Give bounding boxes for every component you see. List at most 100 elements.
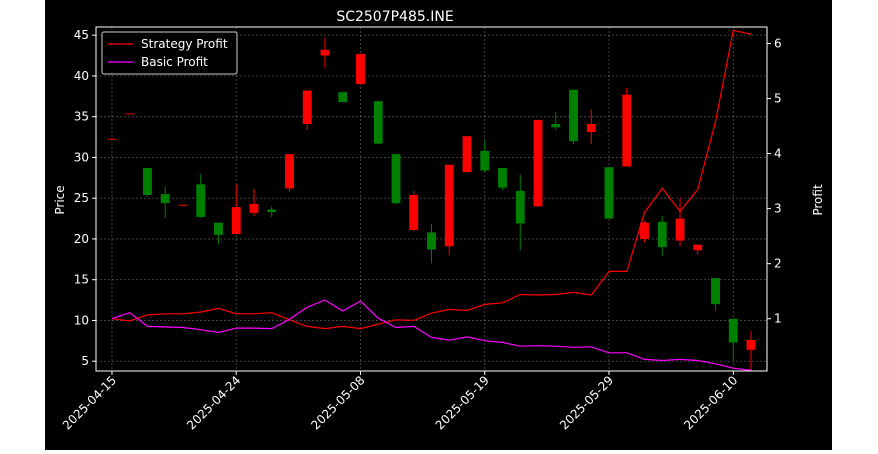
candle-body <box>569 89 578 142</box>
candle-body <box>125 113 135 115</box>
candle <box>409 190 419 231</box>
candle <box>107 138 117 140</box>
candle <box>338 92 348 102</box>
left-y-tick-label: 10 <box>74 313 89 327</box>
candle <box>285 154 294 192</box>
candle-body <box>302 90 312 125</box>
y-axis-label-left: Price <box>53 185 67 214</box>
candle <box>604 167 614 219</box>
candle <box>498 168 507 191</box>
left-y-tick-label: 20 <box>74 232 89 246</box>
candle <box>160 186 170 218</box>
candle-body <box>391 154 401 204</box>
legend-strategy-label: Strategy Profit <box>141 37 228 51</box>
candle <box>586 109 596 145</box>
x-tick-label: 2025-05-19 <box>433 373 492 432</box>
x-tick-label: 2025-06-10 <box>681 373 740 432</box>
candle-body <box>444 164 454 247</box>
candle <box>267 206 277 217</box>
right-y-ticks: 1 2 3 4 5 6 <box>767 37 782 326</box>
right-y-tick-label: 5 <box>774 92 782 106</box>
candle-body <box>338 92 348 102</box>
candle-body <box>657 221 667 248</box>
right-y-tick-label: 1 <box>774 312 782 326</box>
left-y-tick-label: 5 <box>81 354 89 368</box>
candle-body <box>160 194 170 204</box>
candle-body <box>622 94 632 167</box>
candle-body <box>711 278 720 305</box>
candle <box>373 101 383 145</box>
candle <box>746 331 756 371</box>
candle-body <box>693 244 703 251</box>
candle <box>143 168 152 197</box>
candle <box>711 278 720 311</box>
candle-body <box>586 124 596 133</box>
legend-box <box>101 31 238 75</box>
candle <box>693 244 703 256</box>
x-tick-label: 2025-04-15 <box>60 373 119 432</box>
basic-profit-line <box>111 299 752 371</box>
candle <box>356 53 365 85</box>
candle-body <box>320 49 330 56</box>
left-y-tick-label: 15 <box>74 273 89 287</box>
candle <box>569 89 578 145</box>
right-y-tick-label: 2 <box>774 257 782 271</box>
candle <box>551 111 561 130</box>
candle-body <box>640 222 649 239</box>
candle-body <box>143 168 152 195</box>
x-ticks: 2025-04-15 2025-04-24 2025-05-08 2025-05-19… <box>60 371 740 432</box>
profit-lines <box>111 29 752 371</box>
candle <box>320 37 330 69</box>
candle-body <box>604 167 614 219</box>
candle <box>622 88 632 167</box>
candle-body <box>196 184 206 217</box>
candle-body <box>551 124 561 128</box>
candle <box>178 204 188 206</box>
x-tick-label: 2025-05-08 <box>308 373 367 432</box>
candle <box>249 189 259 217</box>
candle-body <box>480 150 490 171</box>
candle <box>675 198 685 247</box>
right-y-tick-label: 3 <box>774 202 782 216</box>
candle-body <box>373 101 383 144</box>
candle <box>214 222 223 244</box>
candle-body <box>214 222 223 235</box>
candle-body <box>285 154 294 189</box>
candle <box>444 164 454 256</box>
candle-body <box>231 207 241 235</box>
candle <box>640 221 649 243</box>
legend-basic-label: Basic Profit <box>141 55 208 69</box>
candle-body <box>427 232 436 250</box>
candle-body <box>249 203 259 213</box>
candle <box>125 113 135 115</box>
candle-body <box>462 136 472 173</box>
candle <box>657 216 667 257</box>
left-y-tick-label: 45 <box>74 28 89 42</box>
right-y-tick-label: 4 <box>774 147 782 161</box>
candle <box>515 174 525 251</box>
chart-title: SC2507P485.INE <box>336 9 453 25</box>
left-y-tick-label: 30 <box>74 150 89 164</box>
candle-body <box>267 209 277 213</box>
candle <box>533 119 543 207</box>
candle <box>391 154 401 205</box>
legend: Strategy Profit Basic Profit <box>101 31 238 75</box>
left-y-tick-label: 35 <box>74 110 89 124</box>
x-tick-label: 2025-05-29 <box>557 373 616 432</box>
candle <box>728 318 738 360</box>
candle <box>231 184 241 235</box>
y-axis-label-right: Profit <box>811 184 825 216</box>
candle-body <box>533 119 543 207</box>
right-y-tick-label: 6 <box>774 37 782 51</box>
candle-body <box>746 340 756 350</box>
candle <box>462 136 472 173</box>
left-y-ticks: 5 10 15 20 25 30 35 40 45 <box>74 28 96 368</box>
candle-body <box>515 190 525 224</box>
candle-body <box>356 53 365 85</box>
candle-body <box>498 168 507 188</box>
candles <box>107 37 756 371</box>
candle-body <box>728 318 738 343</box>
left-y-tick-label: 40 <box>74 69 89 83</box>
